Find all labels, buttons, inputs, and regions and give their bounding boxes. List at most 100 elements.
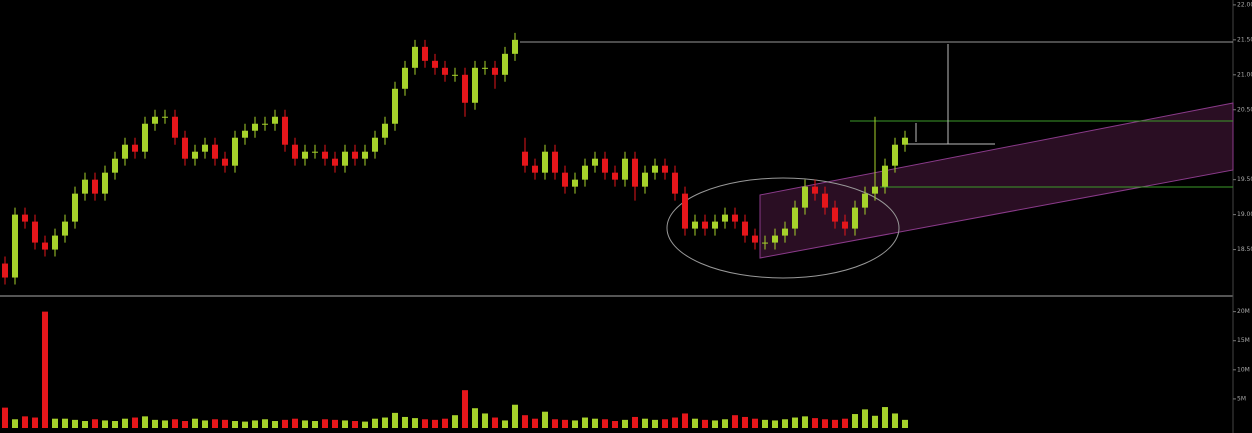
volume-bar — [612, 421, 618, 428]
candle-body — [612, 172, 618, 180]
y-tick-label: 19.00 — [1237, 211, 1252, 218]
volume-bar — [182, 421, 188, 428]
volume-bar — [142, 416, 148, 428]
candle-body — [152, 116, 158, 124]
volume-bar — [772, 420, 778, 428]
volume-bar — [462, 390, 468, 428]
volume-bar — [742, 416, 748, 428]
volume-bar — [682, 413, 688, 428]
volume-bar — [812, 418, 818, 428]
candle-body — [692, 221, 698, 229]
candle-body — [742, 221, 748, 236]
candle-body — [672, 172, 678, 194]
candle-body — [482, 67, 488, 69]
volume-bar — [112, 421, 118, 428]
volume-bar — [72, 419, 78, 428]
candle-body — [682, 193, 688, 229]
volume-bar — [672, 417, 678, 428]
volume-bar — [252, 420, 258, 428]
candle-body — [322, 151, 328, 159]
volume-bar — [762, 419, 768, 428]
volume-bar — [302, 420, 308, 428]
candle-body — [22, 214, 28, 222]
candle-body — [852, 207, 858, 229]
volume-bar — [862, 409, 868, 428]
volume-bar — [352, 421, 358, 428]
volume-bar — [242, 421, 248, 428]
candle-body — [172, 116, 178, 138]
candle-body — [542, 151, 548, 173]
volume-bar — [892, 413, 898, 428]
candle-body — [292, 144, 298, 159]
volume-bar — [622, 419, 628, 428]
volume-bar — [312, 421, 318, 428]
volume-bar — [882, 407, 888, 428]
volume-bar — [162, 420, 168, 428]
candle-body — [112, 158, 118, 173]
volume-bar — [382, 417, 388, 428]
volume-bar — [582, 417, 588, 428]
candle-body — [642, 172, 648, 187]
candle-body — [462, 74, 468, 103]
candle-body — [842, 221, 848, 229]
volume-bar — [52, 418, 58, 428]
volume-bar — [652, 419, 658, 428]
volume-bar — [842, 418, 848, 428]
volume-bar — [522, 415, 528, 428]
candle-body — [552, 151, 558, 173]
volume-bar — [702, 419, 708, 428]
candle-body — [222, 158, 228, 166]
volume-bar — [592, 418, 598, 428]
candle-body — [102, 172, 108, 194]
candle-body — [282, 116, 288, 145]
volume-bar — [332, 419, 338, 428]
y-tick-label: 20.50 — [1237, 106, 1252, 113]
candle-body — [202, 144, 208, 152]
y-tick-label: 21.50 — [1237, 36, 1252, 43]
volume-bar — [232, 421, 238, 428]
candle-body — [792, 207, 798, 229]
y-tick-label: 21.00 — [1237, 71, 1252, 78]
volume-bar — [42, 311, 48, 428]
candle-body — [892, 144, 898, 166]
candle-body — [342, 151, 348, 166]
candle-body — [882, 165, 888, 187]
volume-bar — [92, 419, 98, 428]
candle-body — [532, 165, 538, 173]
volume-bar — [782, 419, 788, 428]
candle-body — [232, 137, 238, 166]
volume-bar — [212, 419, 218, 428]
volume-bar — [552, 419, 558, 428]
candle-body — [522, 151, 528, 166]
volume-bar — [122, 418, 128, 428]
volume-bar — [342, 420, 348, 428]
volume-bar — [712, 420, 718, 428]
volume-bar — [22, 416, 28, 428]
candle-body — [502, 53, 508, 75]
volume-bar — [902, 419, 908, 428]
volume-bar — [602, 419, 608, 428]
candle-body — [602, 158, 608, 173]
volume-bar — [472, 408, 478, 428]
volume-bar — [102, 420, 108, 428]
volume-bar — [32, 417, 38, 428]
candle-body — [862, 193, 868, 208]
candle-body — [262, 123, 268, 125]
candle-body — [132, 144, 138, 152]
candle-body — [902, 137, 908, 145]
candle-body — [772, 235, 778, 243]
candle-body — [752, 235, 758, 243]
candle-body — [422, 46, 428, 61]
candle-body — [722, 214, 728, 222]
candle-body — [52, 235, 58, 250]
candle-body — [562, 172, 568, 187]
y-tick-label: 5M — [1237, 395, 1246, 402]
volume-bar — [362, 421, 368, 428]
volume-bar — [372, 418, 378, 428]
candle-body — [82, 179, 88, 194]
volume-bar — [392, 412, 398, 428]
volume-bar — [542, 411, 548, 428]
volume-bar — [482, 413, 488, 428]
volume-bar — [202, 420, 208, 428]
